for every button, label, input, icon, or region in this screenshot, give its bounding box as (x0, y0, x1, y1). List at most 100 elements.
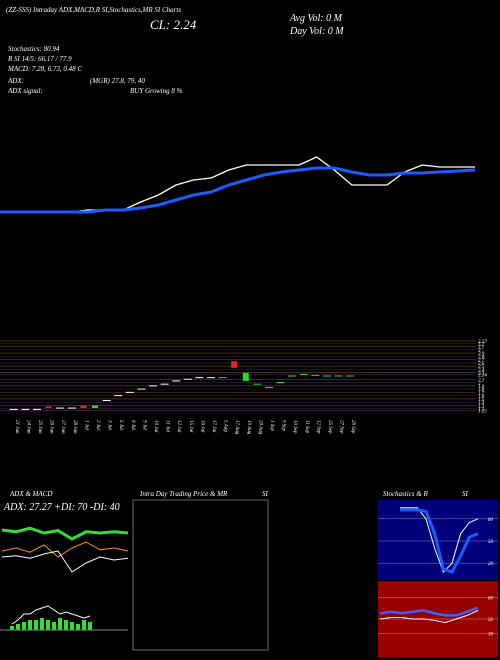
y-tick-label: 2.4 (478, 368, 485, 373)
x-tick-label: 25 Sep (327, 420, 332, 434)
y-tick-label: 30 (488, 632, 494, 637)
y-tick-label: 3.2 (478, 342, 485, 347)
x-tick-label: 11 Sep (304, 420, 309, 434)
panel-title: Intra Day Trading Price & MR (139, 490, 228, 498)
macd-bar (40, 618, 44, 630)
x-tick-label: 17 Aug (234, 420, 239, 435)
y-tick-label: 50 (488, 540, 494, 545)
y-tick-label: 1.15 (478, 409, 487, 414)
stoch-bg (378, 500, 498, 580)
panel-title: SI (262, 490, 269, 498)
y-tick-label: 80 (488, 596, 494, 601)
indicator: (MGR) 27.8, 79, 40 (90, 77, 145, 85)
y-tick-label: 3.27 (478, 340, 487, 345)
y-tick-label: 3 (478, 349, 481, 354)
x-tick-label: 11 Jul (165, 420, 170, 433)
macd-bar (64, 620, 68, 630)
x-tick-label: 9 Sep (281, 420, 286, 431)
indicator: Stochastics: 80.94 (8, 45, 60, 53)
x-tick-label: 21 Jun (14, 420, 19, 434)
macd-bar (52, 622, 56, 630)
series-line (379, 609, 479, 624)
x-tick-label: 1 Sep (269, 420, 274, 431)
y-tick-label: 2.6 (478, 362, 485, 367)
indicator: R SI 14/5: 66.17 / 77.9 (7, 55, 72, 63)
x-tick-label: 19 Aug (246, 420, 251, 435)
series-line (400, 507, 479, 573)
macd-bar (70, 622, 74, 630)
candle (80, 405, 87, 409)
x-tick-label: 5 Jul (118, 420, 123, 430)
day-vol: Day Vol: 0 M (289, 26, 344, 37)
candle (45, 406, 52, 409)
y-tick-label: 2 (478, 382, 481, 387)
y-tick-label: 1.7 (478, 391, 485, 396)
panel-title: SI (462, 490, 469, 498)
x-tick-label: 1 Jul (83, 420, 88, 430)
y-tick-label: 1.9 (478, 385, 485, 390)
candle (92, 405, 98, 409)
series-line (0, 156, 475, 213)
x-tick-label: 2 Jul (95, 420, 100, 430)
series-line (0, 166, 476, 214)
y-tick-label: 1.6 (478, 395, 485, 400)
indicator: BUY Growing 8 % (130, 87, 183, 95)
series-line (1, 550, 129, 573)
macd-bar (34, 620, 38, 630)
x-tick-label: 16 Jul (199, 420, 204, 433)
adx-readout: ADX: 27.27 +DI: 70 -DI: 40 (3, 502, 120, 513)
x-tick-label: 29 Sep (350, 420, 355, 434)
x-tick-label: 28 Jun (72, 420, 77, 434)
macd-bar (76, 624, 80, 630)
y-tick-label: 1.2 (478, 408, 485, 413)
series-line (379, 606, 479, 617)
macd-bar (10, 626, 14, 630)
x-tick-label: 9 Jul (141, 420, 146, 430)
x-tick-label: 10 Jul (153, 420, 158, 433)
macd-bar (82, 620, 86, 630)
y-tick-label: 2.5 (478, 365, 485, 370)
series-line (1, 541, 129, 558)
y-tick-label: 80 (488, 518, 494, 523)
y-tick-label: 2.1 (478, 378, 484, 383)
avg-vol: Avg Vol: 0 M (289, 13, 343, 24)
macd-bar (46, 620, 50, 630)
x-tick-label: 10 Sep (292, 420, 297, 434)
candle (242, 372, 249, 381)
y-tick-label: 1.4 (478, 401, 485, 406)
macd-line (11, 605, 91, 625)
x-tick-label: 25 Jun (37, 420, 42, 434)
y-tick-label: 2.8 (478, 355, 485, 360)
y-tick-label: 50 (488, 618, 494, 623)
x-tick-label: 27 Jun (60, 420, 65, 434)
x-tick-label: 12 Jul (176, 420, 181, 433)
indicator: MACD: 7.28, 6.73, 0.48 C (7, 65, 82, 73)
y-tick-label: 1.3 (478, 404, 485, 409)
y-tick-label: 2.24 (478, 374, 487, 379)
x-tick-label: 27 Sep (339, 420, 344, 434)
panel-title: Stochastics & R (383, 490, 428, 498)
y-tick-label: 2.3 (478, 372, 485, 377)
mid-panel (132, 499, 269, 651)
y-tick-label: 2.7 (478, 359, 485, 364)
macd-bar (28, 620, 32, 630)
close: CL: 2.24 (150, 17, 197, 32)
macd-bar (58, 618, 62, 630)
x-tick-label: 26 Jun (49, 420, 54, 434)
y-tick-label: 1.8 (478, 388, 485, 393)
macd-bar (16, 624, 20, 630)
x-tick-label: 8 Jul (130, 420, 135, 430)
y-tick-label: 3.1 (478, 346, 484, 351)
indicator: ADX: (7, 77, 24, 85)
x-tick-label: 3 Jul (107, 420, 112, 430)
x-tick-label: 12 Sep (315, 420, 320, 434)
indicator: ADX signal: (7, 87, 43, 95)
candle (231, 361, 238, 368)
y-tick-label: 2.9 (478, 352, 485, 357)
x-tick-label: 5 Aug (223, 420, 228, 432)
y-tick-label: 20 (488, 562, 494, 567)
y-tick-label: 1.5 (478, 398, 485, 403)
series-line (1, 526, 129, 541)
